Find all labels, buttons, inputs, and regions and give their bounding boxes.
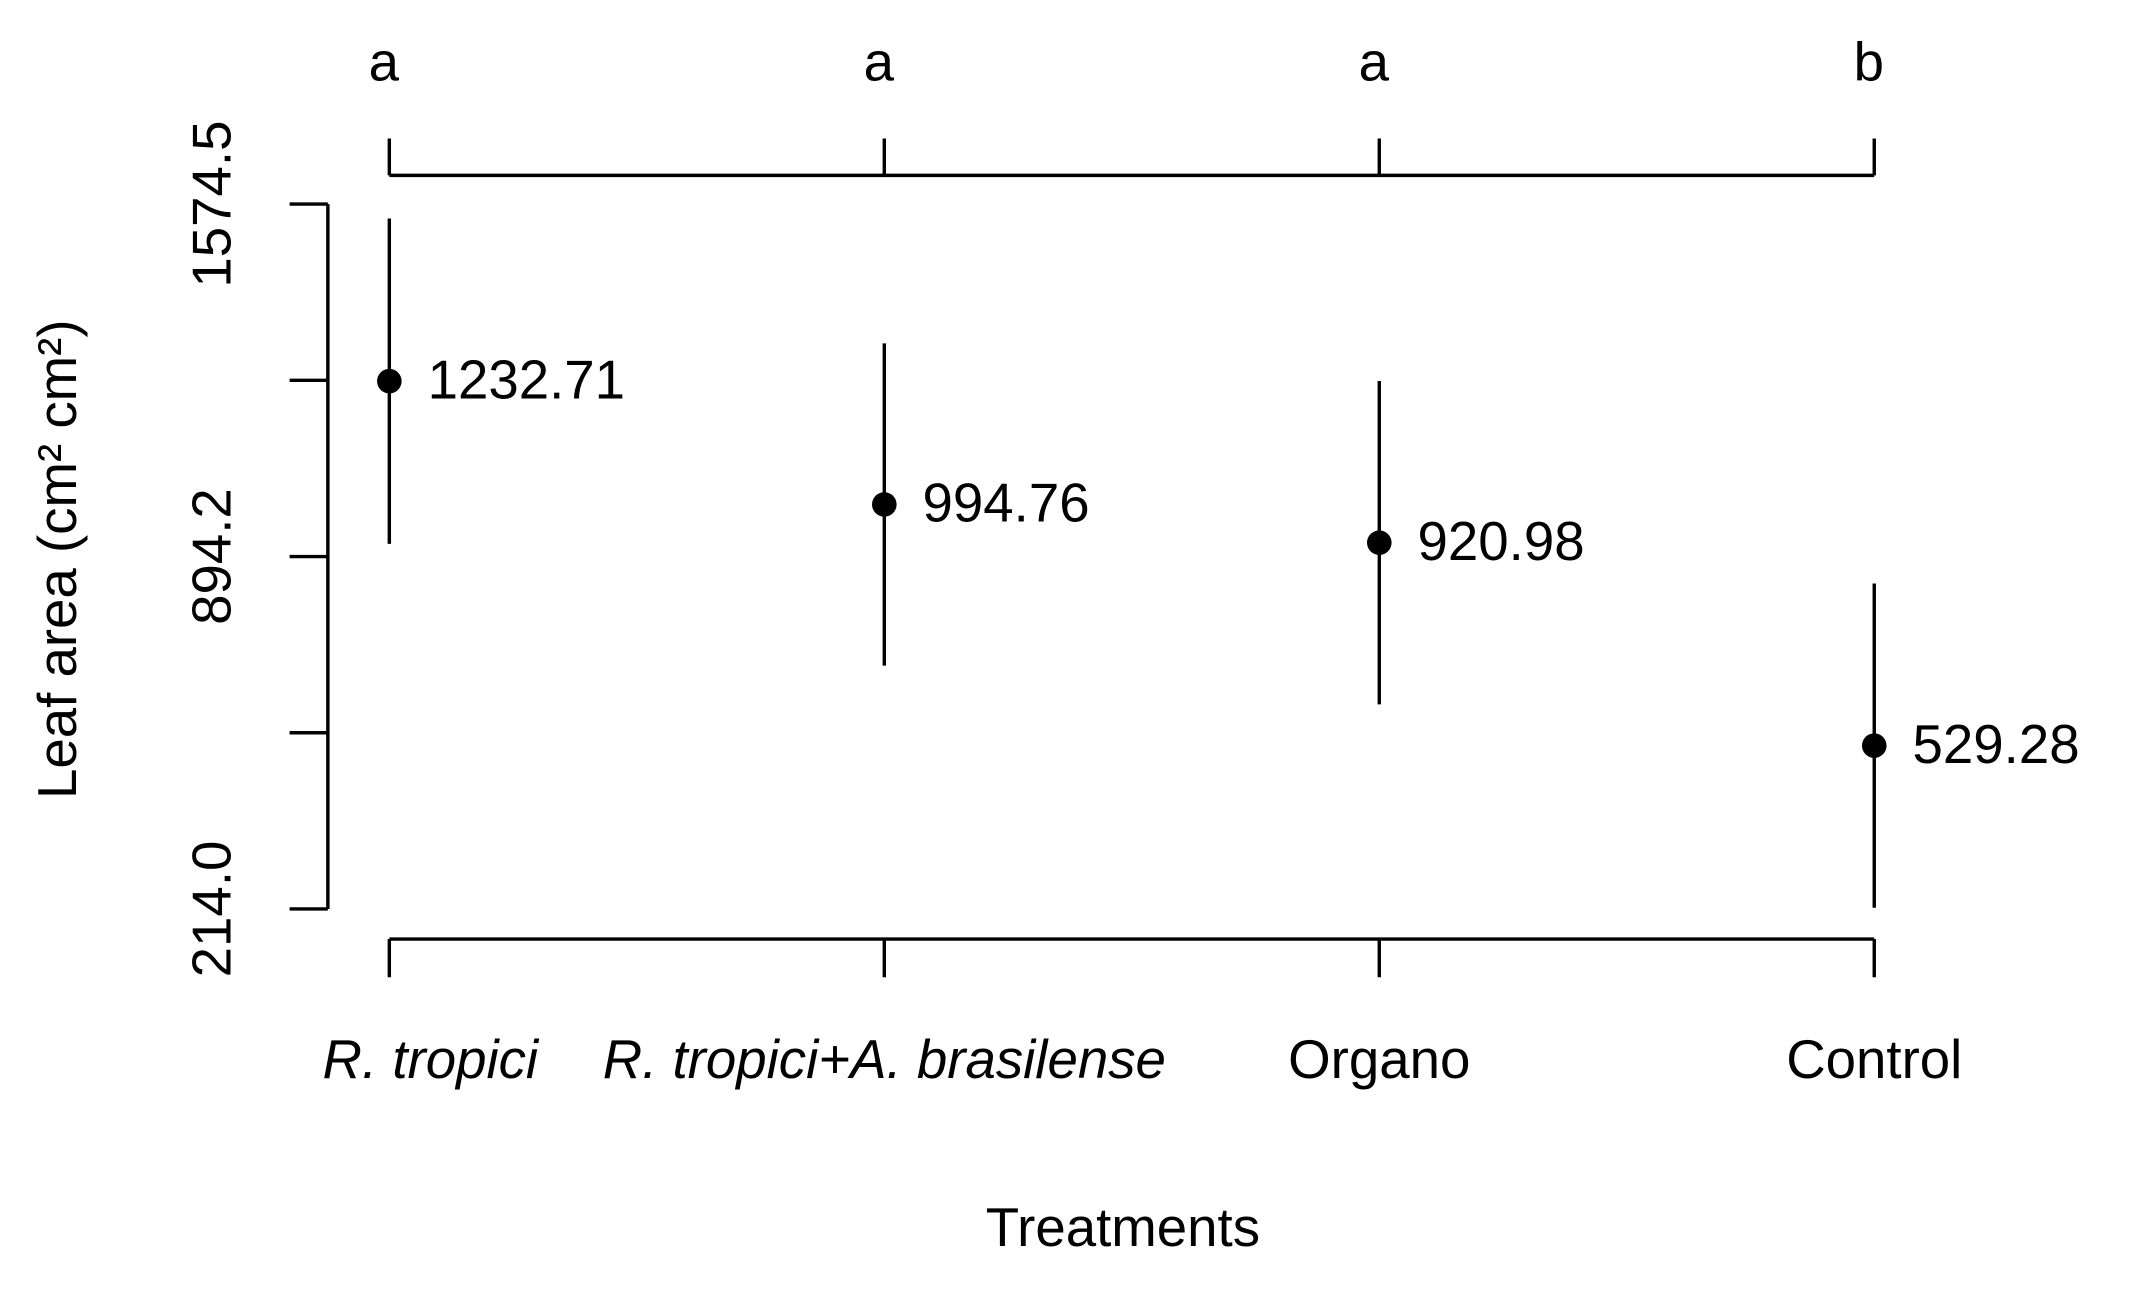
point	[1861, 733, 1887, 758]
point	[1366, 530, 1392, 555]
y-tick-label: 894.2	[181, 488, 242, 625]
point	[872, 492, 897, 517]
data-label: 920.98	[1418, 511, 1585, 572]
data-label: 529.28	[1912, 714, 2079, 775]
y-tick-label: 214.0	[181, 841, 242, 978]
group-letter: b	[1854, 32, 1884, 93]
data-label: 1232.71	[428, 349, 625, 410]
group-letter: a	[864, 32, 895, 93]
group-letter: a	[1359, 32, 1390, 93]
x-axis-label: Treatments	[986, 1197, 1260, 1258]
group-letter: a	[369, 32, 400, 93]
y-tick-label: 1574.5	[181, 121, 242, 288]
data-label: 994.76	[923, 473, 1090, 534]
x-tick-label: R. tropici+A. brasilense	[603, 1029, 1166, 1090]
x-tick-label: Organo	[1288, 1029, 1470, 1090]
x-tick-label: Control	[1786, 1029, 1962, 1090]
point	[377, 368, 402, 394]
y-axis-label: Leaf area (cm² cm²)	[27, 319, 88, 799]
x-tick-label: R. tropici	[323, 1029, 540, 1090]
